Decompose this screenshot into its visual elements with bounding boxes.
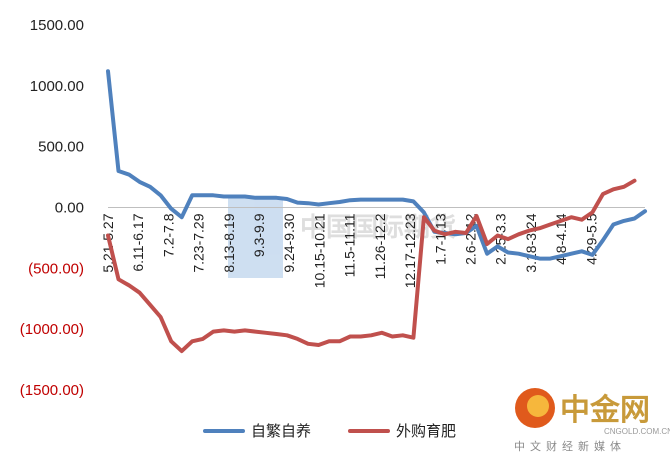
series-line-2 <box>106 178 637 354</box>
y-tick-label: 1000.00 <box>30 78 84 95</box>
logo-name: 中金网 <box>560 393 650 427</box>
x-tick-label: 1.7-1.13 <box>432 213 448 265</box>
logo-tagline: 中文财经新媒体 <box>514 439 626 453</box>
y-tick-label: (500.00) <box>28 260 84 277</box>
x-tick-label: 9.3-9.9 <box>251 213 267 257</box>
watermark-block <box>228 198 283 278</box>
x-tick-label: 4.8-4.14 <box>553 213 569 265</box>
x-tick-label: 8.13-8.19 <box>221 213 237 272</box>
x-tick-label: 7.2-7.8 <box>160 213 176 257</box>
x-tick-label: 3.18-3.24 <box>523 213 539 272</box>
y-tick-label: (1500.00) <box>20 382 84 399</box>
x-tick-label: 9.24-9.30 <box>281 213 297 272</box>
y-tick-label: (1000.00) <box>20 321 84 338</box>
y-tick-label: 500.00 <box>38 139 84 156</box>
x-tick-label: 7.23-7.29 <box>191 213 207 272</box>
y-tick-label: 1500.00 <box>30 17 84 34</box>
x-tick-label: 11.5-11.11 <box>342 213 358 277</box>
legend: 自繁自养 外购育肥 <box>203 423 456 440</box>
x-tick-label: 12.17-12.23 <box>402 213 418 288</box>
x-tick-label: 4.29-5.5 <box>583 213 599 265</box>
legend-label-series-2: 外购育肥 <box>396 423 456 440</box>
x-tick-label: 11.26-12.2 <box>372 213 388 279</box>
x-tick-label: 6.11-6.17 <box>130 213 146 271</box>
series-line-1 <box>106 69 647 261</box>
y-axis: 1500.00 1000.00 500.00 0.00 (500.00) (1000.00… <box>20 17 84 399</box>
y-tick-label: 0.00 <box>55 200 84 217</box>
logo-emblem-inner <box>527 395 549 417</box>
x-tick-label: 10.15-10.21 <box>311 213 327 288</box>
series-layer <box>106 69 647 354</box>
cngold-logo: 中金网 CNGOLD.COM.CN 中文财经新媒体 <box>514 388 670 453</box>
logo-url: CNGOLD.COM.CN <box>604 427 670 436</box>
legend-label-series-1: 自繁自养 <box>251 423 311 440</box>
x-tick-label: 2.6-2.12 <box>462 213 478 265</box>
x-axis: 5.21-5.27 6.11-6.17 7.2-7.8 7.23-7.29 8.13-8… <box>100 213 599 288</box>
